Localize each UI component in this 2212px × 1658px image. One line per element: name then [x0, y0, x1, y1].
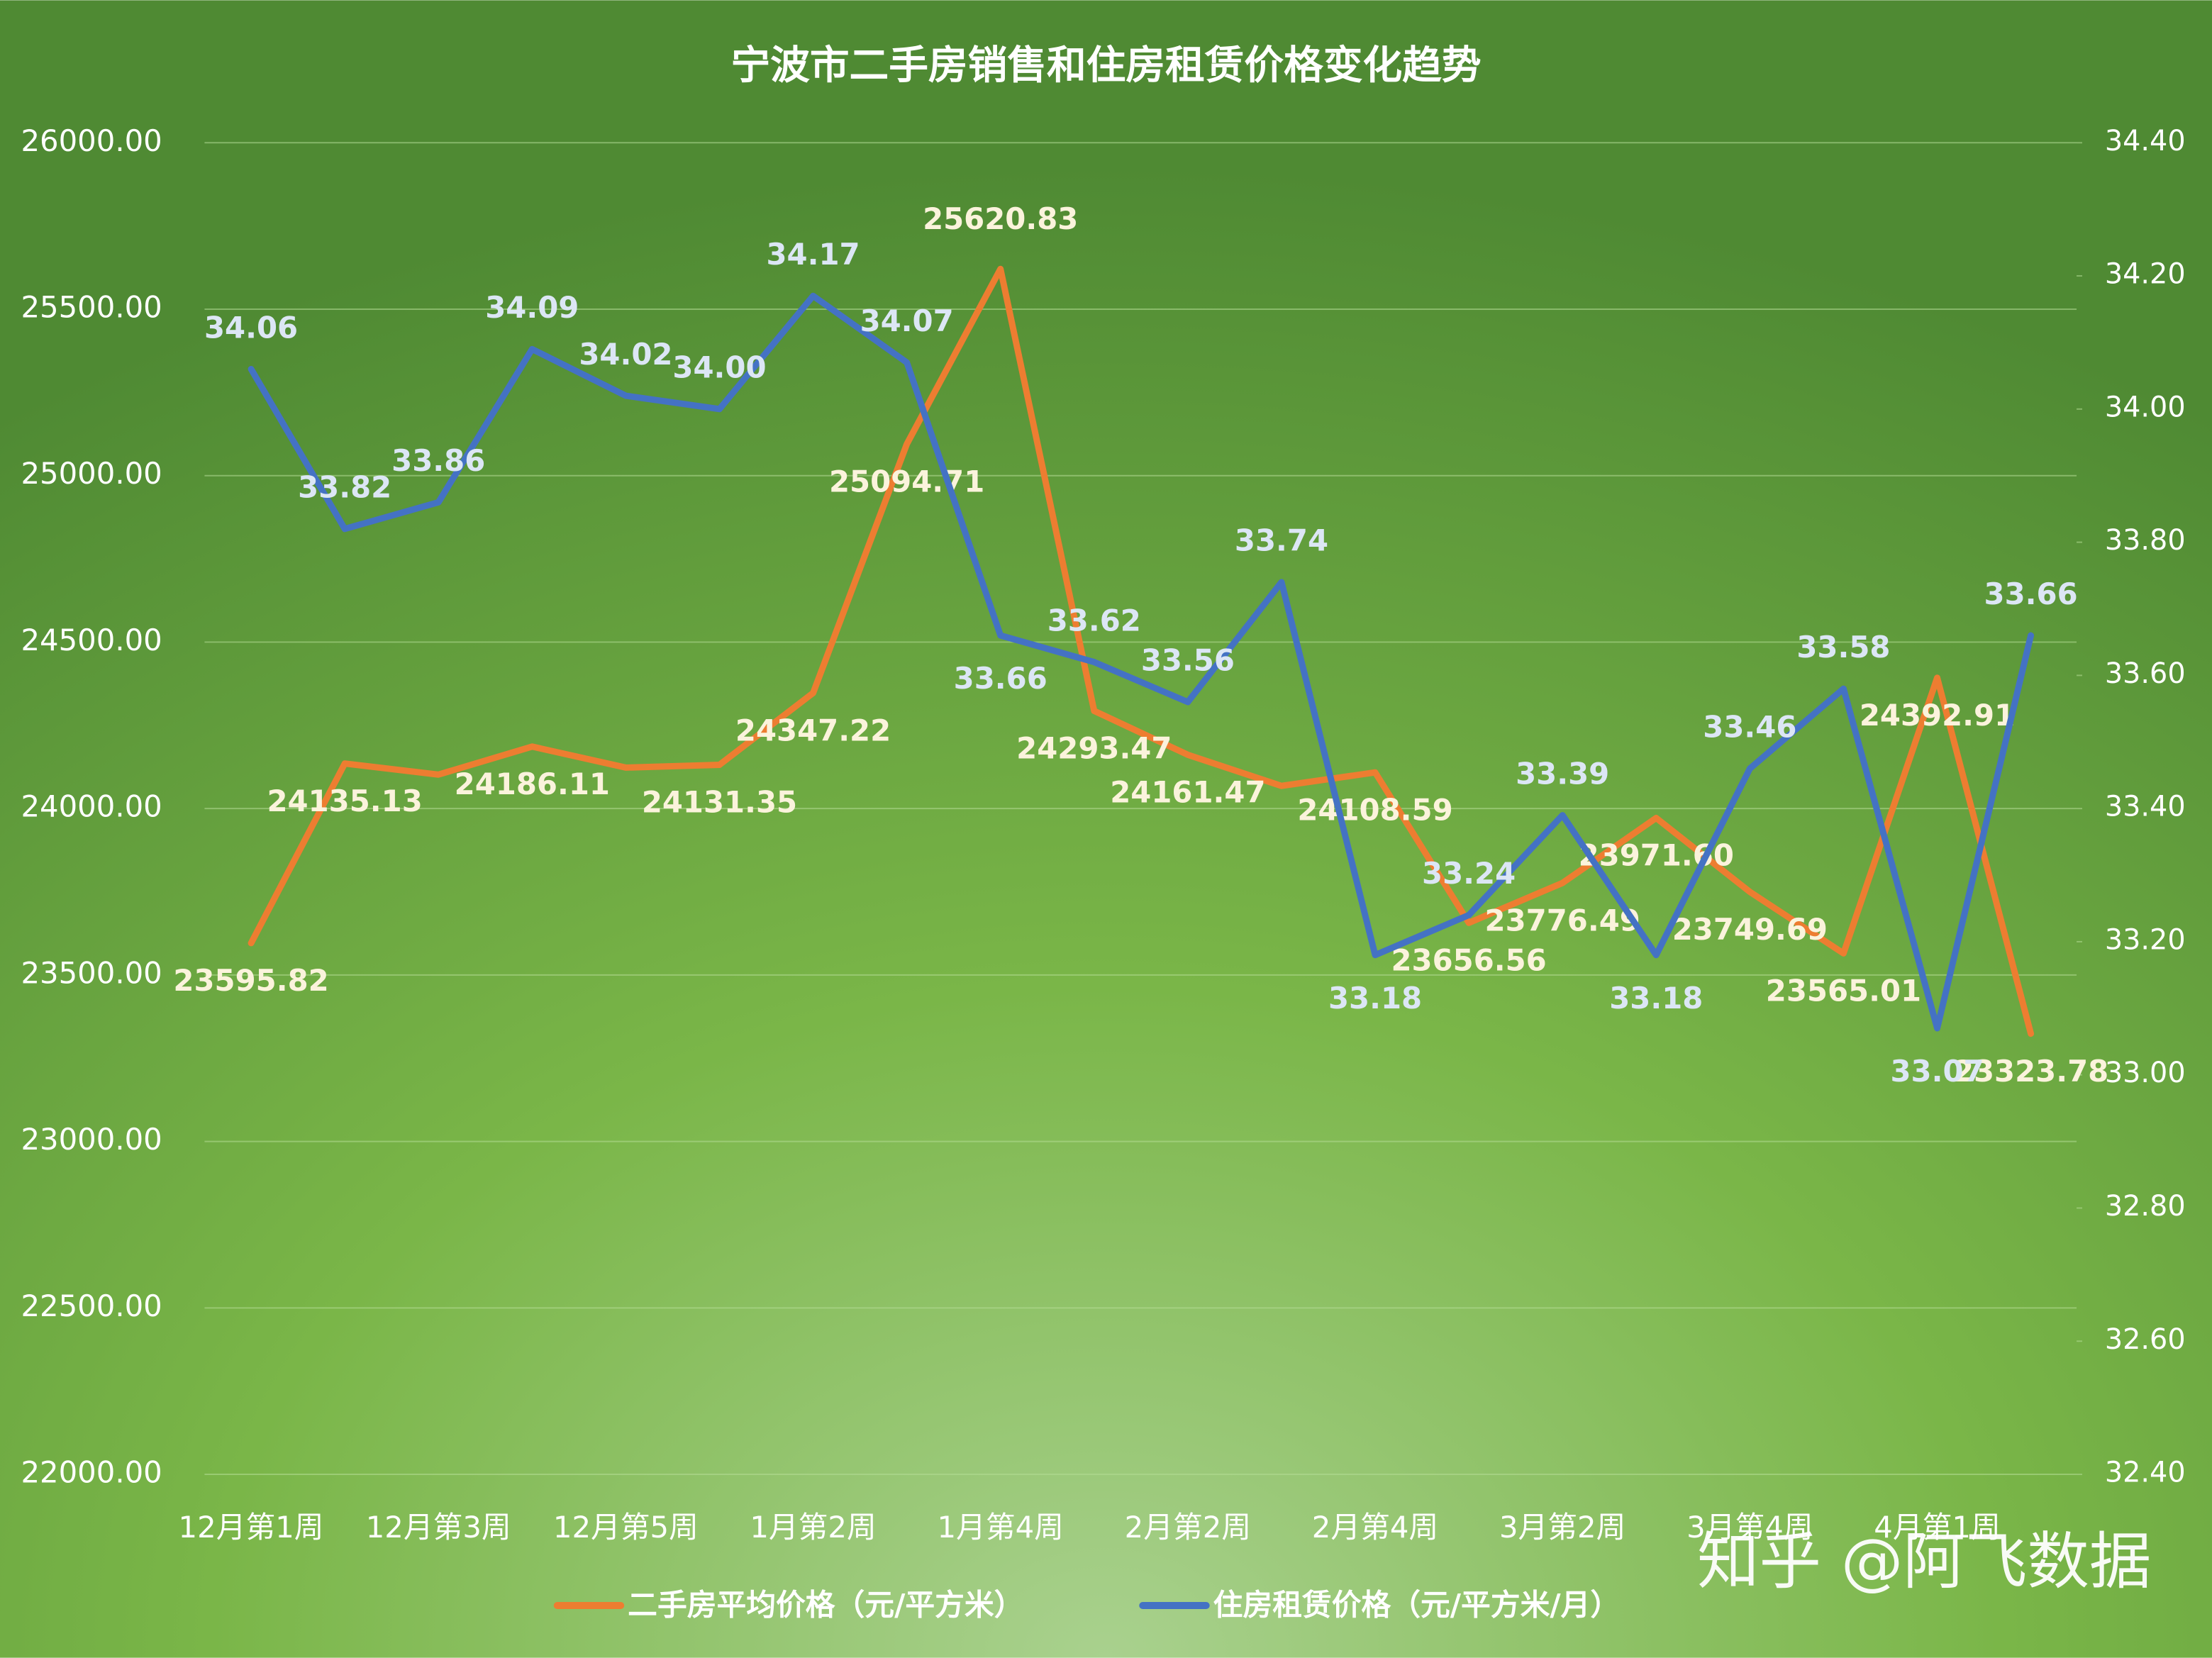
- data-label: 33.07: [1890, 1054, 1984, 1089]
- data-label: 33.82: [298, 470, 391, 505]
- watermark: 知乎 @阿飞数据: [1697, 1525, 2151, 1598]
- y-tick-label: 23000.00: [21, 1122, 162, 1157]
- y2-tick-label: 32.60: [2105, 1323, 2186, 1356]
- data-label: 34.06: [204, 310, 298, 345]
- data-label: 33.66: [1984, 577, 2078, 611]
- data-label: 33.18: [1328, 981, 1422, 1016]
- data-label: 34.07: [860, 304, 954, 338]
- data-label: 33.24: [1422, 856, 1516, 891]
- data-label: 23323.78: [1953, 1054, 2108, 1089]
- y2-tick-label: 32.40: [2105, 1457, 2186, 1489]
- chart-title: 宁波市二手房销售和住房租赁价格变化趋势: [730, 43, 1481, 89]
- data-label: 24186.11: [455, 767, 610, 801]
- data-label: 33.62: [1047, 603, 1141, 638]
- x-tick-label: 2月第4周: [1312, 1510, 1438, 1545]
- data-label: 34.17: [766, 237, 860, 272]
- legend-label: 二手房平均价格（元/平方米）: [628, 1588, 1023, 1623]
- y-tick-label: 25500.00: [21, 289, 162, 324]
- y-tick-label: 22000.00: [21, 1455, 162, 1490]
- data-label: 25620.83: [923, 201, 1078, 236]
- x-tick-label: 12月第5周: [553, 1510, 699, 1545]
- data-label: 24135.13: [267, 784, 423, 818]
- y2-tick-label: 34.00: [2105, 391, 2186, 423]
- data-label: 33.86: [391, 443, 485, 478]
- data-label: 25094.71: [829, 464, 984, 499]
- data-label: 34.09: [485, 290, 579, 325]
- legend-label: 住房租赁价格（元/平方米/月）: [1213, 1588, 1620, 1623]
- data-label: 24392.91: [1860, 698, 2015, 733]
- y2-tick-label: 32.80: [2105, 1190, 2186, 1223]
- y-tick-label: 24500.00: [21, 623, 162, 657]
- data-label: 24108.59: [1297, 792, 1452, 827]
- y2-tick-label: 33.80: [2105, 524, 2186, 557]
- data-label: 24161.47: [1110, 775, 1265, 810]
- data-label: 33.66: [954, 661, 1047, 696]
- x-tick-label: 12月第3周: [366, 1510, 511, 1545]
- data-label: 24131.35: [642, 785, 797, 820]
- y2-tick-label: 33.40: [2105, 791, 2186, 823]
- y2-tick-label: 33.00: [2105, 1057, 2186, 1089]
- data-label: 34.00: [672, 350, 766, 385]
- data-label: 23565.01: [1766, 974, 1921, 1008]
- data-label: 23656.56: [1391, 943, 1546, 978]
- data-label: 23749.69: [1672, 912, 1828, 947]
- y-tick-label: 26000.00: [21, 123, 162, 158]
- data-label: 33.18: [1609, 981, 1703, 1016]
- data-label: 33.58: [1796, 630, 1890, 664]
- y-tick-label: 25000.00: [21, 456, 162, 491]
- y-tick-label: 23500.00: [21, 955, 162, 990]
- x-tick-label: 12月第1周: [179, 1510, 324, 1545]
- y-tick-label: 24000.00: [21, 789, 162, 824]
- data-label: 33.46: [1703, 710, 1796, 745]
- x-tick-label: 1月第4周: [937, 1510, 1063, 1545]
- x-tick-label: 3月第2周: [1499, 1510, 1625, 1545]
- data-label: 33.56: [1141, 643, 1235, 678]
- data-label: 23595.82: [173, 963, 328, 998]
- data-label: 33.74: [1235, 523, 1328, 558]
- x-tick-label: 3月第4周: [1686, 1510, 1813, 1545]
- y2-tick-label: 33.20: [2105, 923, 2186, 956]
- x-tick-label: 2月第2周: [1125, 1510, 1251, 1545]
- data-label: 34.02: [579, 337, 672, 372]
- data-label: 23776.49: [1485, 903, 1640, 938]
- x-tick-label: 4月第1周: [1874, 1510, 2000, 1545]
- data-label: 33.39: [1516, 756, 1609, 791]
- series-line: [248, 265, 2035, 1037]
- data-label: 24293.47: [1016, 731, 1172, 766]
- x-tick-label: 1月第2周: [750, 1510, 876, 1545]
- y2-tick-label: 34.40: [2105, 125, 2186, 157]
- y2-tick-label: 33.60: [2105, 657, 2186, 690]
- y-tick-label: 22500.00: [21, 1289, 162, 1323]
- data-label: 24347.22: [735, 713, 891, 747]
- y2-tick-label: 34.20: [2105, 258, 2186, 291]
- series-line: [248, 292, 2035, 1032]
